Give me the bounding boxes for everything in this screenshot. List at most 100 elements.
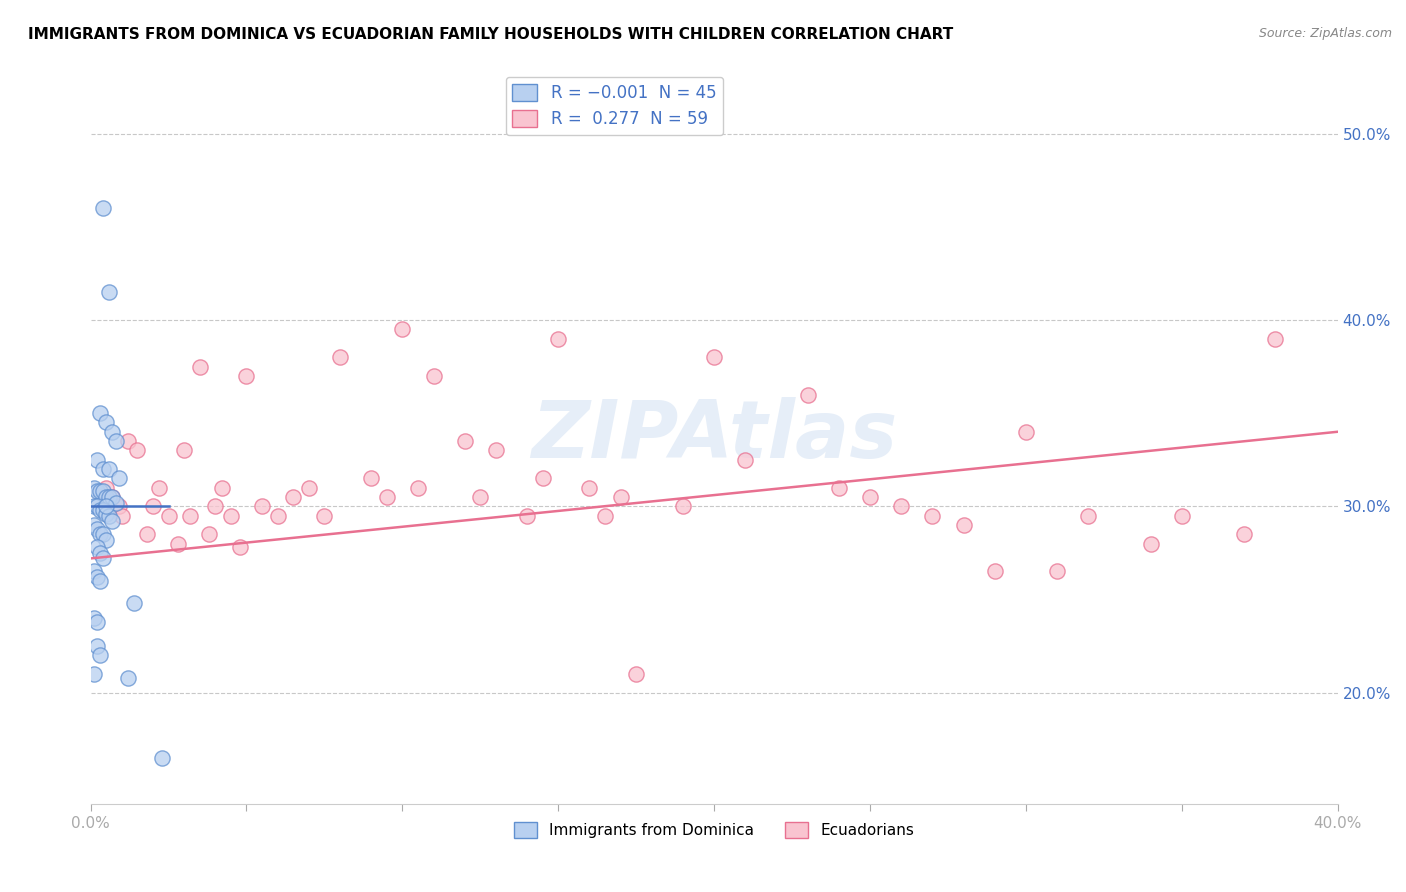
Point [96, 416, 118, 430]
Point [266, 508, 288, 523]
Point [117, 671, 139, 685]
Point [485, 443, 508, 458]
Point [122, 596, 145, 610]
Point [104, 495, 127, 509]
Point [91, 462, 114, 476]
Point [198, 527, 221, 541]
Point [101, 514, 124, 528]
Point [250, 500, 273, 514]
Point [86, 570, 108, 584]
Point [89, 648, 111, 663]
Point [703, 351, 725, 365]
Point [101, 490, 124, 504]
Point [1046, 565, 1069, 579]
Point [86, 615, 108, 629]
Point [135, 527, 157, 541]
Text: IMMIGRANTS FROM DOMINICA VS ECUADORIAN FAMILY HOUSEHOLDS WITH CHILDREN CORRELATI: IMMIGRANTS FROM DOMINICA VS ECUADORIAN F… [28, 27, 953, 42]
Point [150, 750, 173, 764]
Point [329, 351, 352, 365]
Point [107, 471, 129, 485]
Point [859, 490, 882, 504]
Point [83, 565, 105, 579]
Point [983, 565, 1005, 579]
Point [470, 490, 492, 504]
Point [283, 490, 305, 504]
Point [1171, 508, 1194, 523]
Point [96, 500, 118, 514]
Point [188, 359, 211, 374]
Point [157, 508, 180, 523]
Point [107, 500, 129, 514]
Point [96, 533, 118, 547]
Point [83, 517, 105, 532]
Point [96, 507, 118, 521]
Point [1233, 527, 1256, 541]
Point [235, 368, 257, 383]
Point [86, 452, 108, 467]
Legend: Immigrants from Dominica, Ecuadorians: Immigrants from Dominica, Ecuadorians [508, 816, 920, 845]
Point [360, 471, 382, 485]
Point [83, 611, 105, 625]
Text: ZIPAtlas: ZIPAtlas [531, 398, 897, 475]
Point [83, 481, 105, 495]
Point [828, 481, 851, 495]
Point [796, 387, 818, 401]
Point [98, 490, 121, 504]
Point [86, 500, 108, 514]
Point [127, 443, 149, 458]
Point [547, 332, 569, 346]
Point [516, 508, 538, 523]
Point [921, 508, 943, 523]
Point [179, 508, 201, 523]
Point [117, 434, 139, 448]
Point [89, 406, 111, 420]
Point [96, 490, 118, 504]
Point [101, 425, 124, 439]
Point [422, 368, 444, 383]
Point [86, 522, 108, 536]
Point [89, 503, 111, 517]
Text: Source: ZipAtlas.com: Source: ZipAtlas.com [1258, 27, 1392, 40]
Point [142, 500, 165, 514]
Point [454, 434, 477, 448]
Point [314, 508, 336, 523]
Point [86, 541, 108, 555]
Point [531, 471, 554, 485]
Point [173, 443, 195, 458]
Point [734, 452, 756, 467]
Point [148, 481, 170, 495]
Point [593, 508, 616, 523]
Point [89, 484, 111, 499]
Point [101, 490, 124, 504]
Point [83, 500, 105, 514]
Point [229, 541, 252, 555]
Point [104, 434, 127, 448]
Point [672, 500, 695, 514]
Point [219, 508, 242, 523]
Point [624, 667, 647, 681]
Point [86, 484, 108, 499]
Point [1139, 536, 1161, 550]
Point [609, 490, 631, 504]
Point [298, 481, 321, 495]
Point [1077, 508, 1099, 523]
Point [89, 527, 111, 541]
Point [91, 201, 114, 215]
Point [578, 481, 600, 495]
Point [890, 500, 912, 514]
Point [1015, 425, 1038, 439]
Point [1264, 332, 1286, 346]
Point [375, 490, 398, 504]
Point [111, 508, 134, 523]
Point [91, 484, 114, 499]
Point [98, 462, 121, 476]
Point [98, 285, 121, 299]
Point [91, 503, 114, 517]
Point [406, 481, 429, 495]
Point [89, 546, 111, 560]
Point [96, 481, 118, 495]
Point [167, 536, 190, 550]
Point [98, 508, 121, 523]
Point [91, 551, 114, 566]
Point [83, 667, 105, 681]
